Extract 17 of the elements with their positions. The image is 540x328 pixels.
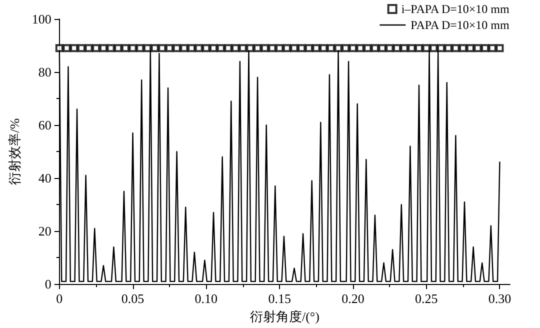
- y-tick-label: 40: [38, 170, 52, 186]
- x-tick-label: 0.15: [268, 291, 291, 306]
- x-tick-label: 0.05: [121, 291, 144, 306]
- x-tick-label: 0.25: [414, 291, 438, 306]
- y-tick-label: 0: [44, 276, 52, 292]
- x-axis-title: 衍射角度/(°): [250, 309, 320, 324]
- y-axis-title: 衍射效率/%: [7, 118, 22, 185]
- legend-label: i–PAPA D=10×10 mm: [401, 2, 510, 16]
- x-tick-label: 0.30: [488, 291, 512, 306]
- x-tick-label: 0.20: [342, 291, 364, 306]
- y-tick-label: 60: [38, 118, 52, 133]
- x-tick-label: 0: [56, 291, 63, 306]
- y-tick-label: 80: [38, 64, 52, 80]
- x-tick-label: 0.10: [194, 291, 218, 306]
- y-tick-label: 100: [32, 12, 52, 26]
- y-tick-label: 20: [38, 224, 52, 239]
- legend-label: PAPA D=10×10 mm: [410, 18, 510, 32]
